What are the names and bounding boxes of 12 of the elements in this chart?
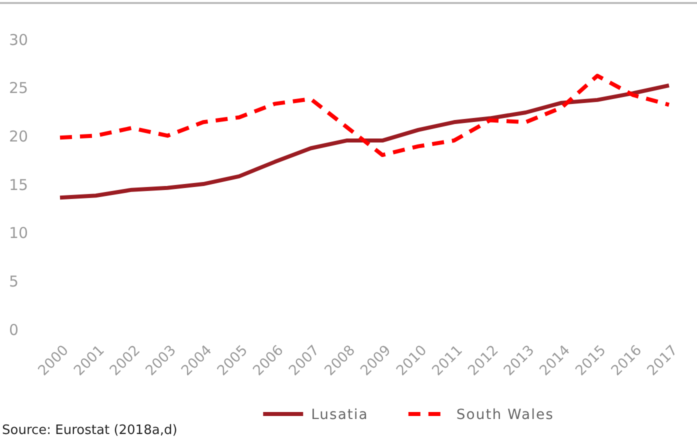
y-tick-label: 25: [9, 79, 28, 98]
y-tick-label: 20: [9, 127, 28, 146]
legend-label: South Wales: [456, 407, 554, 423]
y-tick-label: 15: [9, 176, 28, 194]
y-tick-label: 0: [9, 320, 19, 339]
y-tick-label: 10: [9, 224, 28, 242]
legend-label: Lusatia: [311, 407, 368, 423]
y-tick-label: 30: [9, 30, 28, 49]
source-note: Source: Eurostat (2018a,d): [2, 423, 178, 438]
line-series: [58, 83, 671, 200]
line-series: [58, 74, 671, 158]
y-tick-label: 5: [9, 272, 19, 290]
